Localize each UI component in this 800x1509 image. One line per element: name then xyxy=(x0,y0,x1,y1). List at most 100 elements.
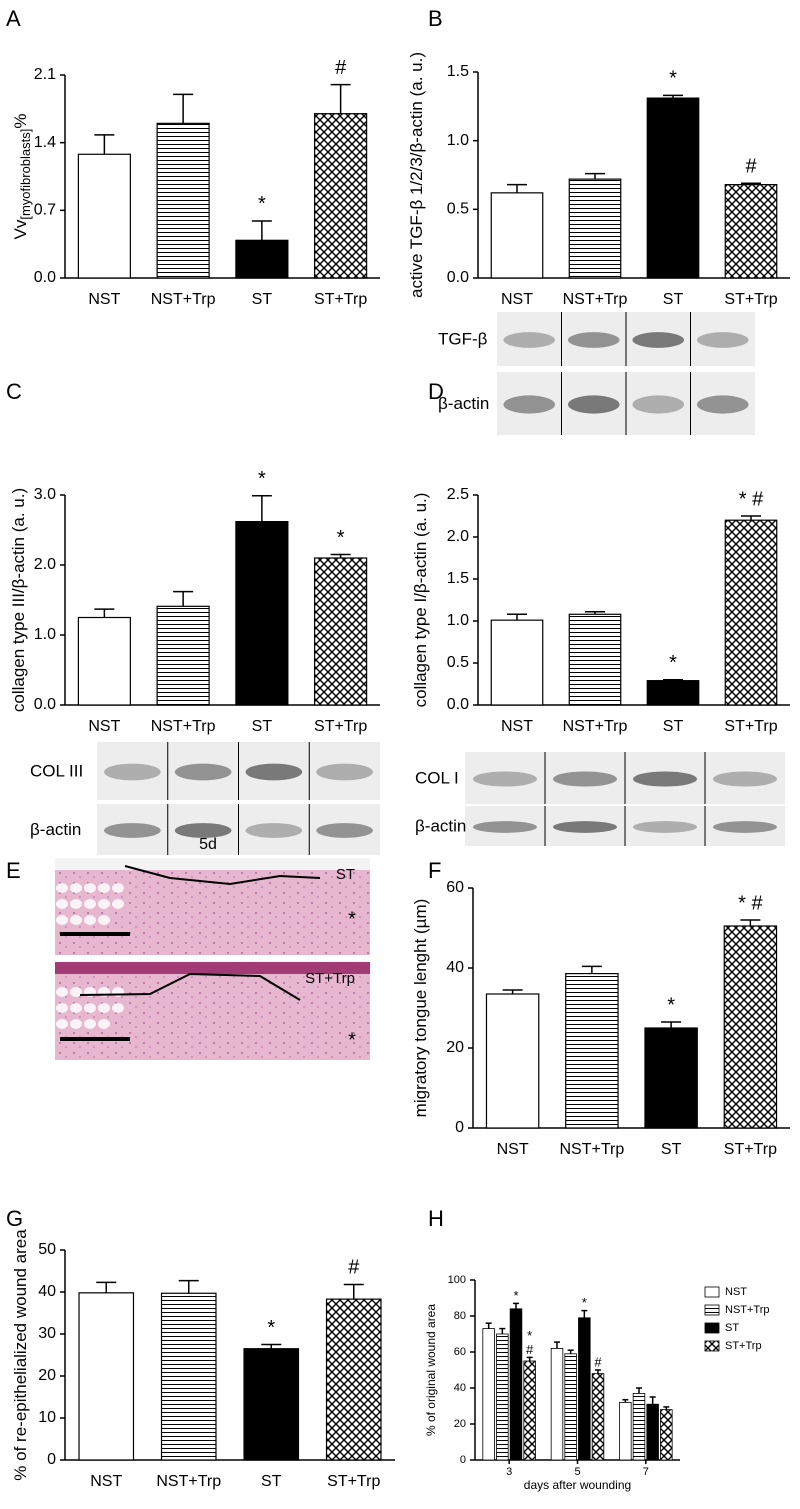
y-tick-label: 1.4 xyxy=(34,134,56,151)
x-tick-label: NST xyxy=(90,1473,122,1490)
error-bar xyxy=(96,1281,117,1293)
y-tick-label: 60 xyxy=(454,1346,466,1358)
fat-cell xyxy=(56,987,68,997)
significance-mark: # xyxy=(335,57,347,79)
bar xyxy=(632,1393,646,1461)
legend-label: NST+Trp xyxy=(725,1304,770,1316)
x-tick-label: NST xyxy=(501,718,533,735)
panel-letter: E xyxy=(6,858,21,883)
fat-cell xyxy=(84,883,96,893)
y-axis-label-main: Vv xyxy=(11,219,30,239)
blot-band xyxy=(696,332,749,348)
y-tick-label: 3.0 xyxy=(34,486,56,503)
bar xyxy=(509,1308,523,1461)
y-tick-label: 0.5 xyxy=(447,654,469,671)
x-tick-label: 7 xyxy=(643,1466,649,1478)
blot-label: COL I xyxy=(415,768,459,787)
y-tick-label: 0.5 xyxy=(447,201,469,218)
blot-band xyxy=(174,763,232,781)
bar xyxy=(564,1353,577,1461)
x-tick-label: NST xyxy=(88,291,120,308)
blot-band xyxy=(245,823,303,838)
significance-mark: * xyxy=(669,68,677,90)
blot-band xyxy=(553,771,617,787)
y-axis-label: collagen type III/β-actin (a. u.) xyxy=(9,488,28,712)
legend-label: ST xyxy=(725,1322,739,1334)
y-axis-label-main: collagen type III/β-actin (a. u.) xyxy=(9,488,28,712)
bar xyxy=(578,1317,591,1461)
error-bar xyxy=(94,608,115,618)
wound-line xyxy=(79,972,301,1001)
blot-band xyxy=(316,763,373,781)
fat-cell xyxy=(98,915,110,925)
fat-cell xyxy=(70,1003,82,1013)
y-tick-label: 2.5 xyxy=(447,486,469,503)
y-axis-label: Vv[myofibroblasts]% xyxy=(11,113,33,239)
x-tick-label: 3 xyxy=(506,1466,512,1478)
blot-band xyxy=(553,821,617,833)
error-bar xyxy=(502,989,523,994)
y-axis-label: collagen type I/β-actin (a. u.) xyxy=(411,493,430,708)
bar xyxy=(243,1348,300,1461)
wound-line xyxy=(124,865,321,886)
x-tick-label: NST xyxy=(501,291,533,308)
y-tick-label: 0.0 xyxy=(34,696,56,713)
bar xyxy=(485,993,540,1129)
x-tick-label: 5 xyxy=(574,1466,580,1478)
x-tick-label: ST+Trp xyxy=(724,718,777,735)
blot-band xyxy=(713,771,777,787)
x-tick-label: NST+Trp xyxy=(563,718,628,735)
bar xyxy=(724,184,778,279)
fat-cell xyxy=(98,1003,110,1013)
y-tick-label: 0 xyxy=(455,1119,464,1136)
blot-band xyxy=(473,821,537,833)
blot-band xyxy=(473,771,537,787)
blot-band xyxy=(632,395,685,414)
error-bar xyxy=(661,1021,682,1028)
x-tick-label: NST xyxy=(497,1141,529,1158)
y-tick-label: 100 xyxy=(448,1274,466,1286)
bar xyxy=(235,239,289,279)
y-axis-label: % of original wound area xyxy=(424,1304,438,1436)
error-bar xyxy=(663,1406,670,1410)
bar xyxy=(646,97,700,279)
significance-mark: * xyxy=(669,652,677,674)
blot-band xyxy=(632,332,685,348)
y-tick-label: 40 xyxy=(446,959,464,976)
error-bar xyxy=(663,94,683,99)
fat-cell xyxy=(56,883,68,893)
blot-band xyxy=(316,823,373,838)
y-tick-label: 0 xyxy=(460,1454,466,1466)
y-axis-label: active TGF-β 1/2/3/β-actin (a. u.) xyxy=(407,52,426,298)
y-tick-label: 1.0 xyxy=(34,626,56,643)
y-tick-label: 2.1 xyxy=(34,66,56,83)
blot-label: COL III xyxy=(30,761,83,780)
significance-mark: * xyxy=(258,193,266,215)
bar xyxy=(156,605,210,706)
error-bar xyxy=(507,183,527,193)
x-tick-label: NST+Trp xyxy=(151,718,216,735)
y-tick-label: 80 xyxy=(454,1310,466,1322)
y-axis-label-main: % of original wound area xyxy=(424,1304,438,1436)
error-bar xyxy=(526,1356,533,1361)
x-tick-label: ST xyxy=(663,291,684,308)
fat-cell xyxy=(56,915,68,925)
y-tick-label: 10 xyxy=(38,1409,56,1426)
error-bar xyxy=(251,494,272,522)
significance-mark: * xyxy=(258,468,266,490)
error-bar xyxy=(636,1387,642,1394)
x-tick-label: NST+Trp xyxy=(560,1141,625,1158)
bar xyxy=(568,613,622,706)
error-bar xyxy=(740,919,761,926)
error-bar xyxy=(622,1398,629,1403)
blot-band xyxy=(174,823,232,838)
blot-band xyxy=(633,771,697,787)
error-bar xyxy=(173,93,194,124)
x-tick-label: ST+Trp xyxy=(314,718,367,735)
bar xyxy=(314,113,368,279)
bar xyxy=(496,1333,509,1461)
scale-bar xyxy=(60,1037,130,1041)
x-axis-label: days after wounding xyxy=(524,1478,631,1492)
error-bar xyxy=(330,553,351,558)
bar xyxy=(78,1292,135,1461)
